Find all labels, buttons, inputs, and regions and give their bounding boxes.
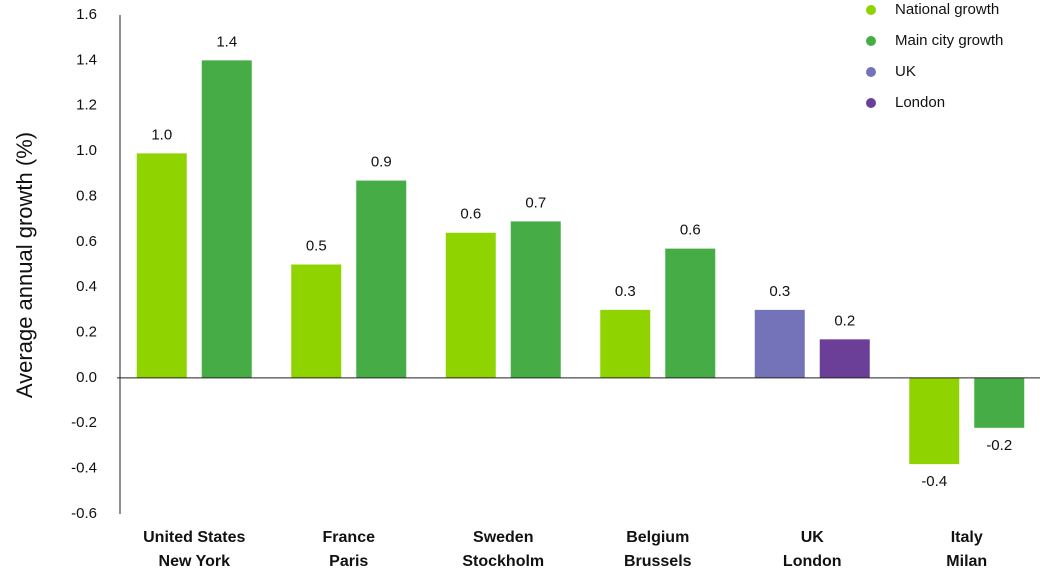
bar	[291, 264, 342, 378]
value-label: 1.4	[216, 33, 237, 50]
y-tick-label: 0.8	[76, 187, 97, 204]
legend-swatch	[866, 36, 876, 46]
legend-label: UK	[895, 63, 916, 80]
value-label: 0.5	[306, 237, 327, 254]
bar	[201, 60, 252, 378]
x-tick-label: Milan	[946, 553, 987, 570]
y-tick-label: -0.2	[71, 414, 97, 431]
bar	[909, 377, 960, 465]
x-tick-label: France	[323, 529, 376, 546]
y-tick-label: -0.6	[71, 505, 97, 522]
x-tick-label: Brussels	[624, 553, 692, 570]
legend-swatch	[866, 5, 876, 15]
value-label: 0.7	[525, 194, 546, 211]
x-tick-label: United States	[143, 529, 245, 546]
value-label: 0.3	[615, 283, 636, 300]
bar	[445, 232, 496, 378]
x-tick-label: New York	[159, 553, 231, 570]
legend-label: Main city growth	[895, 32, 1003, 49]
y-tick-label: 0.2	[76, 324, 97, 341]
x-tick-label: Stockholm	[462, 553, 544, 570]
legend-swatch	[866, 67, 876, 77]
y-tick-label: 0.0	[76, 369, 97, 386]
value-label: 0.6	[460, 206, 481, 223]
y-tick-label: 0.4	[76, 278, 97, 295]
value-label: 0.3	[769, 283, 790, 300]
value-label: 1.0	[151, 126, 172, 143]
bar	[600, 309, 651, 378]
value-label: 0.6	[680, 222, 701, 239]
value-label: 0.9	[371, 154, 392, 171]
value-label: 0.2	[834, 312, 855, 329]
bar	[665, 248, 716, 378]
x-tick-label: Italy	[951, 529, 983, 546]
legend-swatch	[866, 98, 876, 108]
y-tick-label: 1.6	[76, 6, 97, 23]
x-tick-label: Sweden	[473, 529, 533, 546]
y-tick-label: 1.4	[76, 51, 97, 68]
value-label: -0.2	[986, 437, 1012, 454]
y-tick-label: 0.6	[76, 233, 97, 250]
y-tick-label: -0.4	[71, 460, 97, 477]
bar	[754, 309, 805, 378]
y-tick-label: 1.2	[76, 97, 97, 114]
x-tick-label: Paris	[329, 553, 368, 570]
x-tick-label: London	[783, 553, 842, 570]
y-axis-title: Average annual growth (%)	[12, 132, 37, 398]
bar	[819, 339, 870, 378]
bar	[974, 377, 1025, 428]
bar	[510, 221, 561, 378]
x-tick-label: UK	[801, 529, 825, 546]
y-tick-label: 1.0	[76, 142, 97, 159]
bar	[136, 153, 187, 378]
value-label: -0.4	[921, 473, 947, 490]
x-tick-label: Belgium	[626, 529, 689, 546]
legend-label: London	[895, 94, 945, 111]
bar	[356, 180, 407, 378]
legend-label: National growth	[895, 1, 999, 18]
